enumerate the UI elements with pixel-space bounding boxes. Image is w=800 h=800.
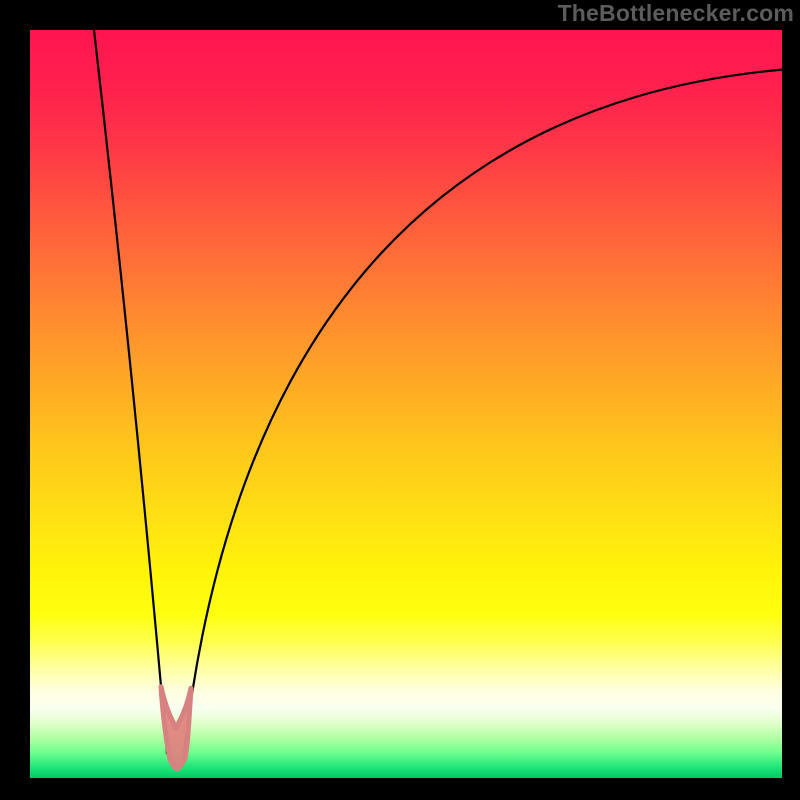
frame-border-right — [782, 0, 800, 800]
plot-area — [30, 30, 782, 778]
frame-border-left — [0, 0, 30, 800]
left-branch-curve — [94, 30, 167, 754]
curve-layer — [30, 30, 782, 778]
watermark-text: TheBottlenecker.com — [558, 0, 794, 27]
frame-border-bottom — [0, 778, 800, 800]
chart-canvas: TheBottlenecker.com — [0, 0, 800, 800]
right-branch-curve — [184, 70, 782, 754]
